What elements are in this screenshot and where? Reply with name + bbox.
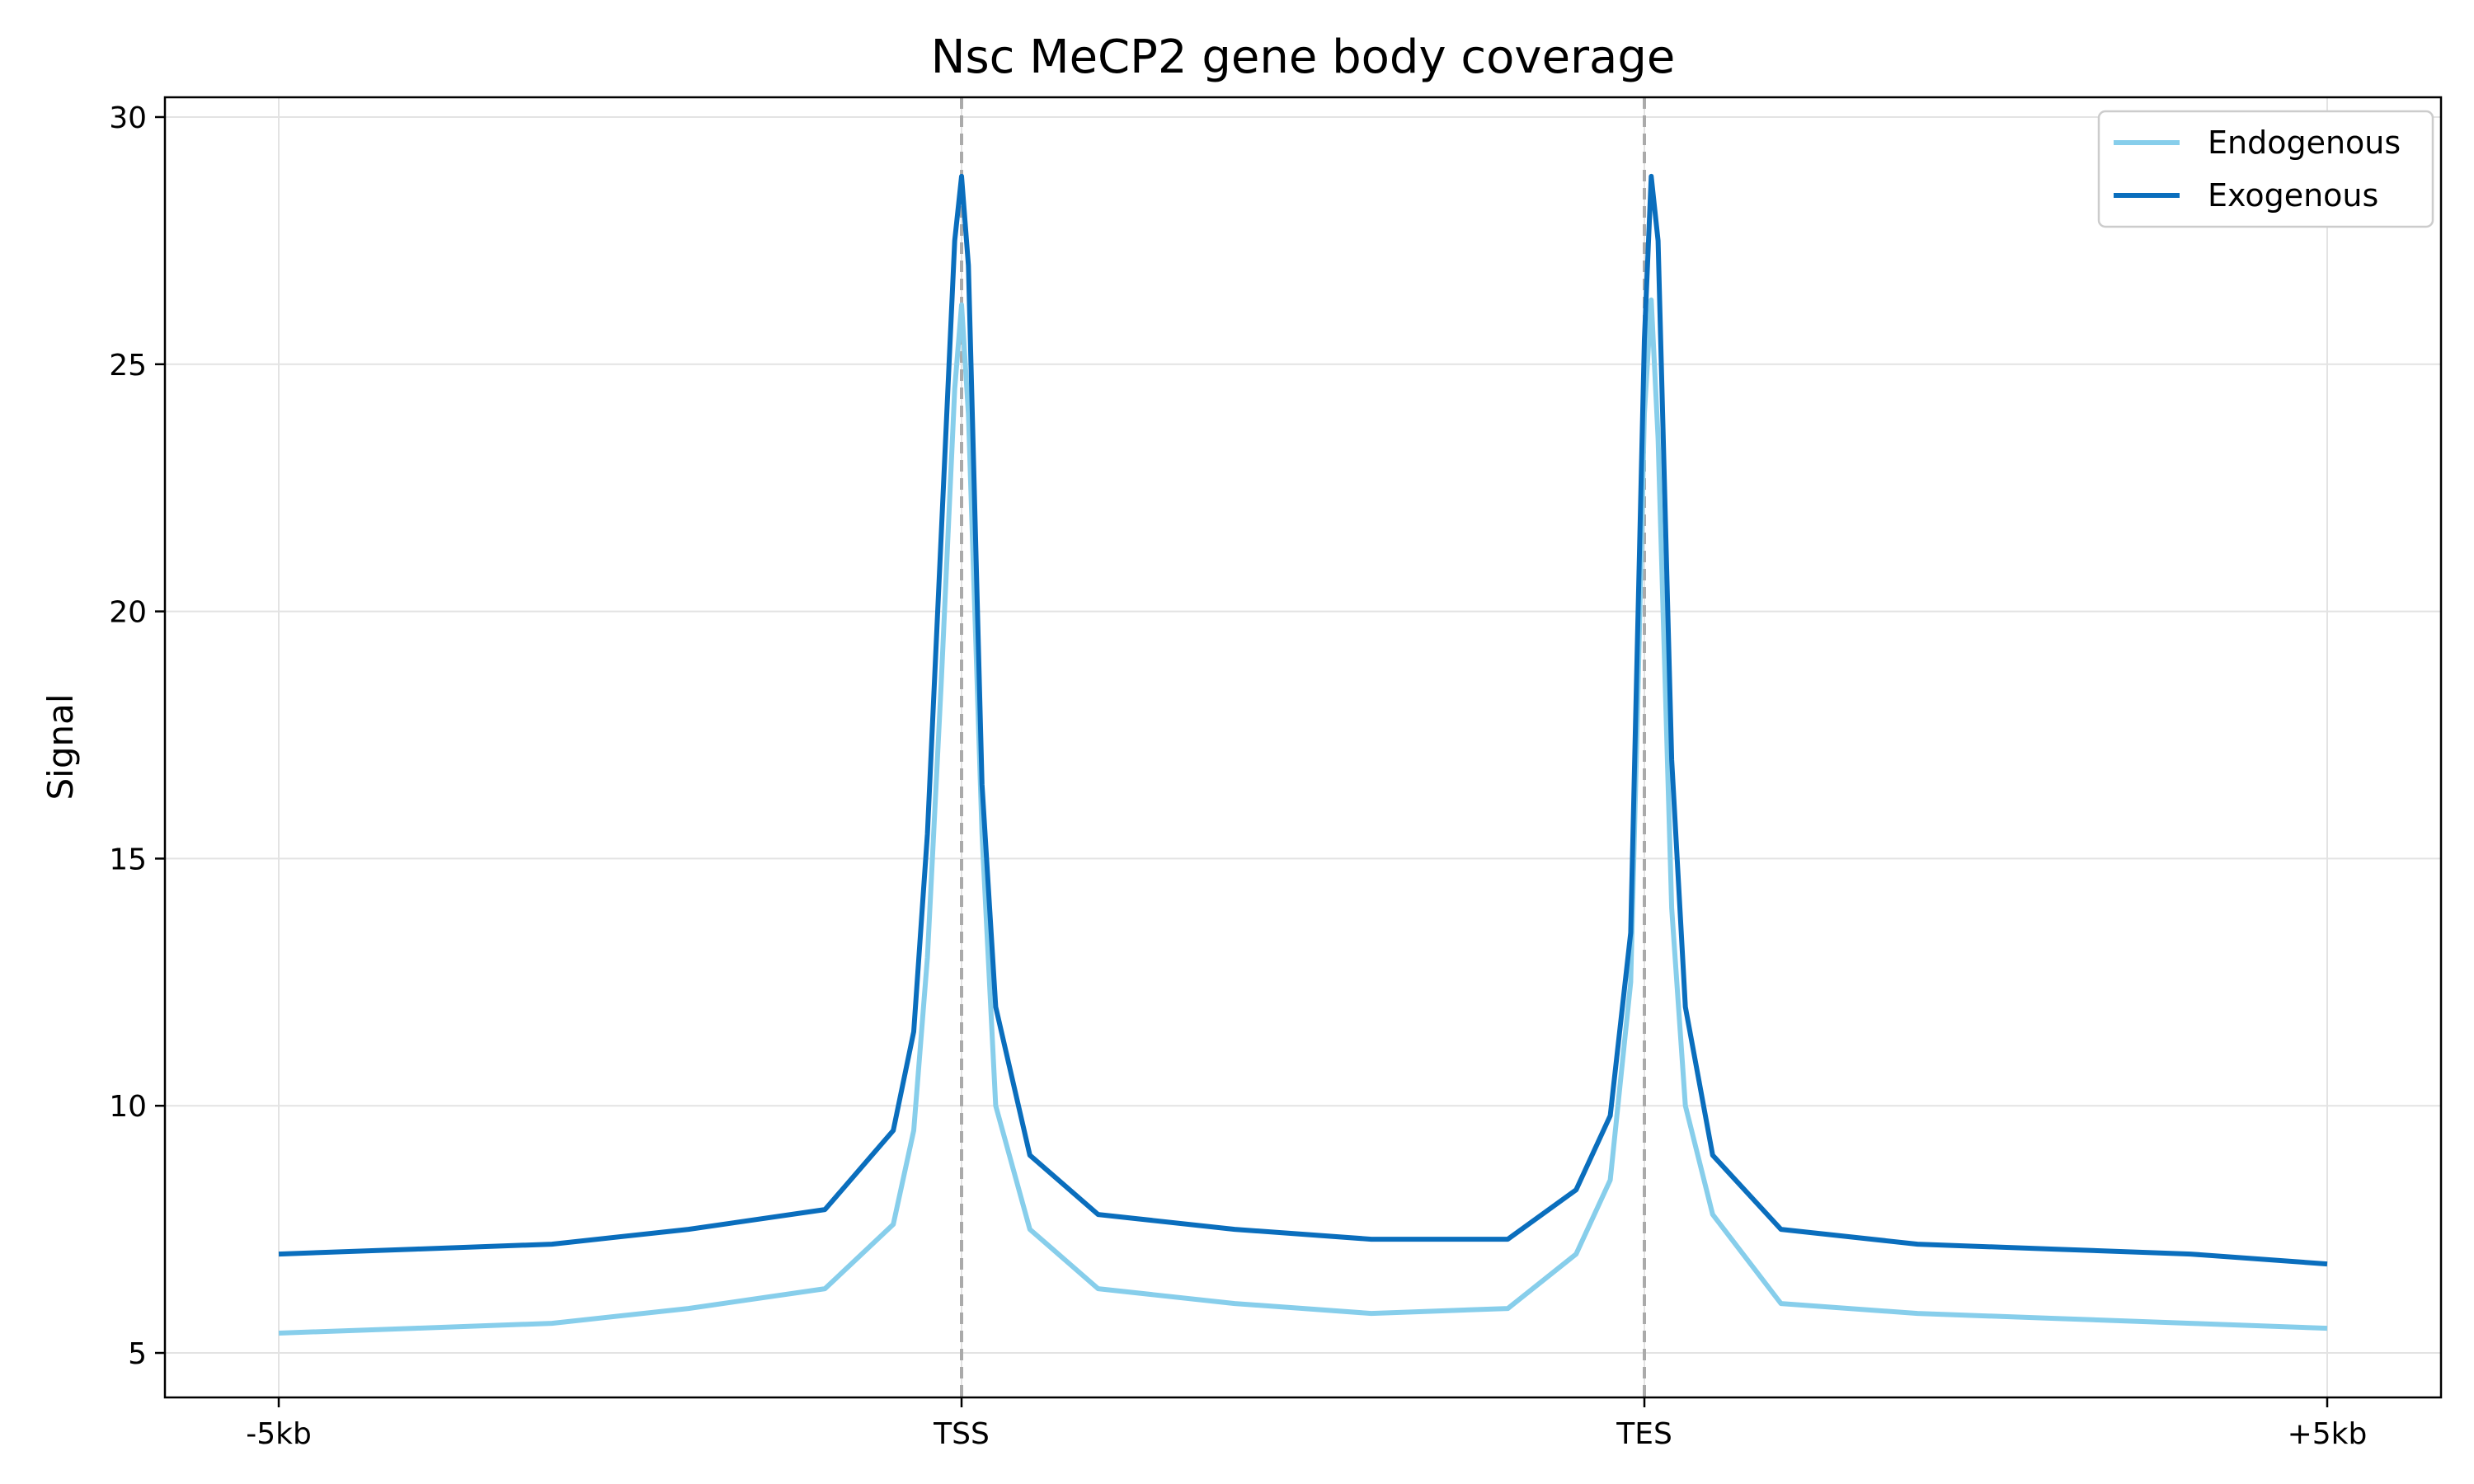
x-tick-label: -5kb	[246, 1417, 312, 1451]
y-tick-label: 15	[109, 843, 147, 876]
x-tick-label: TSS	[933, 1417, 990, 1451]
y-tick-label: 10	[109, 1090, 147, 1124]
y-axis-label: Signal	[40, 693, 81, 800]
y-tick-label: 25	[109, 349, 147, 383]
legend-label: Exogenous	[2208, 177, 2378, 214]
y-tick-label: 20	[109, 596, 147, 630]
x-tick-label: +5kb	[2288, 1417, 2368, 1451]
plot-frame	[163, 96, 2443, 1399]
legend: Endogenous Exogenous	[2097, 110, 2434, 228]
series-lines	[278, 173, 2328, 1336]
y-tick-label: 5	[128, 1337, 147, 1371]
chart-title: Nsc MeCP2 gene body coverage	[931, 31, 1676, 84]
legend-label: Endogenous	[2208, 124, 2401, 161]
series-line-endogenous	[278, 297, 2328, 1336]
x-tick-label: TES	[1616, 1417, 1672, 1451]
y-axis-ticks: 5 10 15 20 25 30	[109, 101, 165, 1371]
series-line-exogenous	[278, 173, 2328, 1267]
legend-box	[2097, 110, 2434, 228]
y-tick-label: 30	[109, 101, 147, 135]
x-axis-ticks: -5kb TSS TES +5kb	[246, 1397, 2367, 1451]
